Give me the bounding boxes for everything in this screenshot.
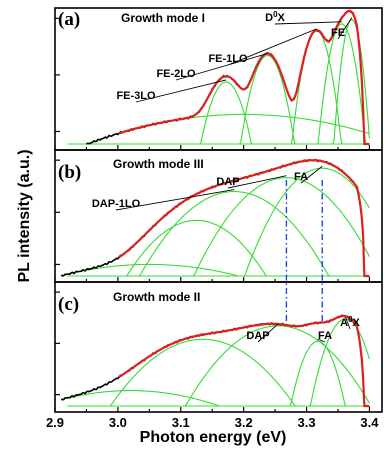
measured-spectrum bbox=[60, 314, 370, 407]
x-axis: 2.9 3.0 3.1 3.2 3.3 3.4 bbox=[46, 415, 379, 430]
peak-label: D0X bbox=[265, 10, 285, 25]
peak-label: DAP bbox=[216, 176, 239, 188]
peak-label: FA bbox=[318, 330, 332, 342]
label-leader bbox=[227, 175, 287, 189]
y-axis-label: PL intensity (a.u.) bbox=[16, 149, 33, 282]
x-tick-label: 3.2 bbox=[235, 415, 253, 430]
panel-frame bbox=[54, 281, 383, 413]
plot-area: (a) Growth mode IFE-3LOFE-2LOFE-1LOD0XFE(… bbox=[54, 7, 383, 413]
panel-title: Growth mode I bbox=[121, 11, 205, 25]
fit-component-extra-4 bbox=[67, 263, 370, 277]
label-leader bbox=[115, 189, 235, 211]
fit-component-fe bbox=[67, 18, 370, 145]
label-leader bbox=[337, 17, 353, 40]
panel-b: (b) Growth mode III DAP-1LO DAP FA bbox=[54, 149, 383, 283]
panel-letter: (b) bbox=[58, 162, 81, 183]
label-leader bbox=[135, 79, 227, 103]
label-leader bbox=[274, 21, 342, 25]
fit-component-extra-0 bbox=[67, 338, 370, 407]
panel-title: Growth mode III bbox=[113, 157, 204, 171]
peak-label: DAP-1LO bbox=[92, 198, 141, 210]
x-tick-label: 3.4 bbox=[360, 415, 379, 430]
label-leader bbox=[317, 338, 326, 343]
peak-label: FE-1LO bbox=[208, 53, 248, 65]
panel-c: (c) Growth mode II DAP FA A0X bbox=[54, 281, 383, 413]
label-leader bbox=[257, 323, 279, 343]
fit-component-extra-4 bbox=[67, 390, 370, 407]
panel-letter: (c) bbox=[58, 294, 79, 315]
fit-component-extra-5 bbox=[67, 113, 370, 145]
x-tick-label: 3.0 bbox=[109, 415, 127, 430]
x-tick-label: 3.1 bbox=[172, 415, 190, 430]
x-axis-label: Photon energy (eV) bbox=[140, 429, 287, 446]
label-leader bbox=[227, 28, 317, 66]
label-leader bbox=[300, 165, 323, 184]
peak-label: FE-2LO bbox=[156, 68, 196, 80]
measured-spectrum bbox=[60, 158, 370, 277]
fitted-sum-curve bbox=[118, 159, 370, 278]
x-tick-label: 2.9 bbox=[46, 415, 64, 430]
label-leader bbox=[345, 316, 351, 330]
peak-label: DAP bbox=[246, 330, 269, 342]
label-leader bbox=[175, 53, 268, 81]
peak-label: FE bbox=[331, 27, 345, 39]
x-tick-label: 3.3 bbox=[297, 415, 315, 430]
peak-label: FA bbox=[294, 171, 308, 183]
fit-component-fe-2lo bbox=[67, 54, 370, 145]
fitted-sum-curve bbox=[118, 9, 370, 146]
peak-label: A0X bbox=[340, 315, 360, 330]
peak-label: FE-3LO bbox=[116, 90, 156, 102]
panel-title: Growth mode II bbox=[113, 290, 200, 304]
fitted-sum-curve bbox=[118, 314, 370, 408]
panel-letter: (a) bbox=[58, 9, 80, 30]
